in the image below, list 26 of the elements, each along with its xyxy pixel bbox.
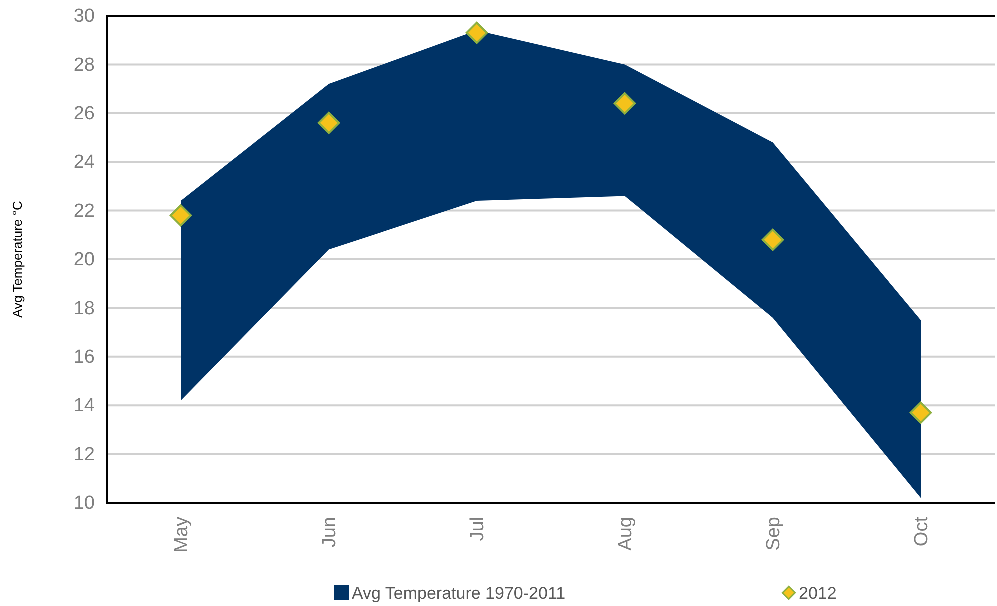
y-tick-label: 14 [74,396,96,417]
y-tick-label: 28 [74,54,95,76]
point [318,112,340,134]
y-tick-label: 22 [74,200,95,222]
point [170,204,192,227]
x-tick-label: Jun [320,517,341,548]
point [762,228,784,252]
x-tick-label: Jul [468,517,489,542]
x-tick-label: Aug [616,517,637,551]
point [910,402,932,424]
y-tick-label: 18 [74,298,95,320]
y-tick-label: 20 [74,250,95,271]
y-tick-label: 26 [74,103,95,124]
point [466,22,488,44]
y-tick-label: 12 [74,444,95,466]
y-axis-title: Avg Temperature °C [10,201,25,318]
x-tick-label: May [172,516,193,553]
y-tick-label: 30 [74,6,95,28]
x-tick-label: Oct [912,516,933,547]
y-tick-label: 10 [74,493,95,514]
y-tick-label: 24 [74,152,96,174]
legend-label: Avg Temperature 1970-2011 [352,584,566,603]
y-tick-label: 16 [74,346,95,368]
legend-label: 2012 [799,584,837,603]
point [614,92,636,115]
x-tick-label: Sep [764,517,785,551]
